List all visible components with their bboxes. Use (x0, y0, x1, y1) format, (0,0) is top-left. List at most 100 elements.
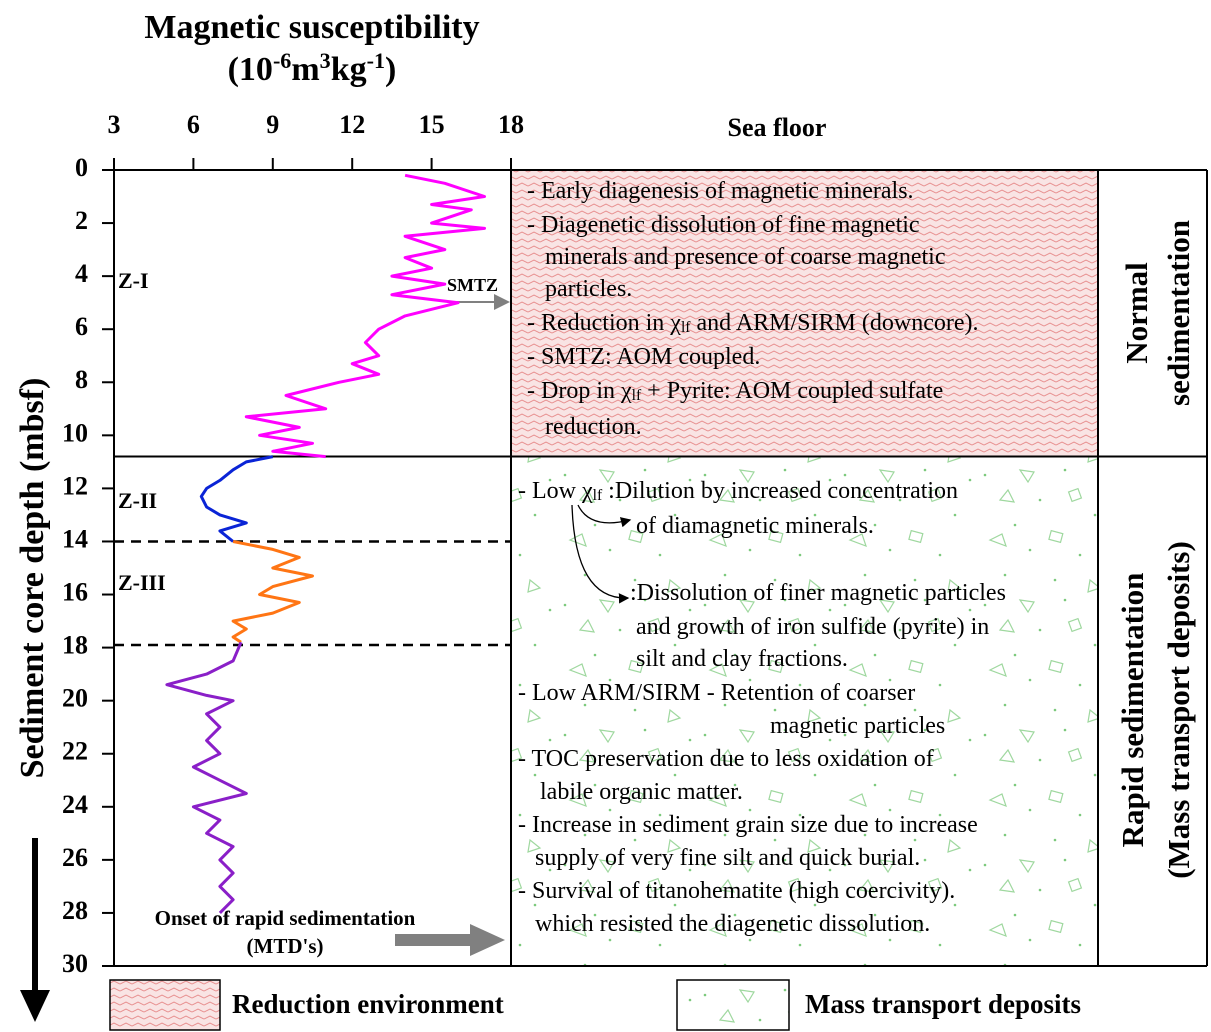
onset-arrow (395, 924, 505, 956)
note: magnetic particles (770, 713, 945, 739)
note-part: - Increase in sediment grain size due to… (518, 812, 978, 838)
zone-label: Z-II (118, 488, 157, 513)
frame (113, 160, 1208, 967)
reduction-panel (511, 170, 1098, 456)
y-tick-label: 14 (62, 524, 88, 553)
note-part: lf (632, 387, 642, 404)
note: - Survival of titanohematite (high coerc… (518, 878, 955, 904)
note-part: lf (593, 487, 603, 504)
note-part: supply of very fine silt and quick buria… (535, 845, 920, 871)
note-part: - SMTZ: AOM coupled. (527, 344, 760, 370)
note-part: + Pyrite: AOM coupled sulfate (641, 378, 943, 404)
axis-unit-part: m (291, 51, 319, 88)
note: - Low χlf :Dilution by increased concent… (518, 478, 958, 504)
note: - Low ARM/SIRM - Retention of coarser (518, 680, 915, 706)
y-tick-label: 20 (62, 684, 88, 713)
note: reduction. (545, 414, 642, 440)
y-axis-title: Sediment core depth (mbsf) (14, 378, 51, 779)
note-part: of diamagnetic minerals. (636, 513, 874, 539)
smtz-label: SMTZ (447, 275, 498, 295)
x-tick-label: 18 (498, 110, 524, 139)
panel-title: (Mass transport deposits) (1161, 541, 1196, 879)
onset-label: Onset of rapid sedimentation (155, 906, 416, 930)
note: supply of very fine silt and quick buria… (535, 845, 920, 871)
y-tick-label: 6 (75, 312, 88, 341)
axis-unit-part: ) (385, 51, 396, 88)
axis-unit-part: -6 (273, 48, 291, 73)
note: of diamagnetic minerals. (636, 513, 874, 539)
note-part: - Survival of titanohematite (high coerc… (518, 878, 955, 904)
y-tick-label: 28 (62, 896, 88, 925)
depth-arrow (20, 838, 50, 1022)
note-part: :Dilution by increased concentration (602, 478, 958, 504)
series-line (199, 455, 274, 543)
y-tick-label: 10 (62, 418, 88, 447)
note-part: - TOC preservation due to less oxidation… (518, 746, 934, 772)
y-tick-label: 26 (62, 843, 88, 872)
note-part: silt and clay fractions. (636, 646, 848, 672)
note: :Dissolution of finer magnetic particles (630, 580, 1006, 606)
y-tick-label: 22 (62, 737, 88, 766)
note: particles. (545, 276, 632, 302)
x-tick-label: 6 (187, 110, 200, 139)
note-part: - Early diagenesis of magnetic minerals. (527, 178, 914, 204)
y-tick-label: 16 (62, 578, 88, 607)
series-line (165, 641, 248, 914)
note: silt and clay fractions. (636, 646, 848, 672)
axis-unit: (10-6m3kg-1) (228, 48, 397, 88)
note-part: - Reduction in χ (527, 310, 681, 336)
note: - Reduction in χlf and ARM/SIRM (downcor… (527, 310, 978, 336)
note-part: labile organic matter. (540, 779, 743, 805)
note: - SMTZ: AOM coupled. (527, 344, 760, 370)
note: - TOC preservation due to less oxidation… (518, 746, 934, 772)
legend-swatch (109, 979, 221, 1031)
y-tick-label: 30 (62, 949, 88, 978)
x-tick-label: 3 (108, 110, 121, 139)
legend-label: Reduction environment (232, 989, 504, 1019)
note: - Early diagenesis of magnetic minerals. (527, 178, 914, 204)
x-tick-label: 9 (266, 110, 279, 139)
mtd-panel (511, 456, 1098, 966)
note-part: - Low χ (518, 478, 593, 504)
note: labile organic matter. (540, 779, 743, 805)
axis-title: Magnetic susceptibility (144, 9, 479, 46)
zone-label: Z-I (118, 268, 149, 293)
sea-floor: Sea floor (728, 113, 827, 142)
zone-label: Z-III (118, 570, 166, 595)
legend-label: Mass transport deposits (805, 989, 1081, 1019)
x-tick-label: 12 (339, 110, 365, 139)
note: and growth of iron sulfide (pyrite) in (636, 614, 989, 640)
y-tick-label: 8 (75, 365, 88, 394)
series-line (231, 540, 314, 644)
note: - Diagenetic dissolution of fine magneti… (527, 212, 920, 238)
note-part: reduction. (545, 414, 642, 440)
curved-arrow (571, 504, 630, 604)
y-tick-label: 12 (62, 471, 88, 500)
y-tick-label: 18 (62, 631, 88, 660)
note-part: - Diagenetic dissolution of fine magneti… (527, 212, 920, 238)
note: which resisted the diagenetic dissolutio… (535, 911, 930, 937)
x-tick-label: 15 (419, 110, 445, 139)
axis-unit-part: 3 (320, 48, 331, 73)
axis-unit-part: -1 (367, 48, 385, 73)
y-tick-label: 4 (75, 259, 88, 288)
note-part: - Low ARM/SIRM - Retention of coarser (518, 680, 915, 706)
panel-title: Normal (1119, 262, 1154, 364)
y-tick-label: 24 (62, 790, 88, 819)
note-part: and growth of iron sulfide (pyrite) in (636, 614, 989, 640)
panel-title: sedimentation (1161, 220, 1196, 406)
series-line (244, 173, 486, 459)
note: minerals and presence of coarse magnetic (545, 244, 945, 270)
note: - Increase in sediment grain size due to… (518, 812, 978, 838)
y-tick-label: 0 (75, 153, 88, 182)
axis-unit-part: kg (331, 51, 367, 88)
note-part: particles. (545, 276, 632, 302)
axis-unit-part: (10 (228, 51, 273, 88)
note: - Drop in χlf + Pyrite: AOM coupled sulf… (527, 378, 943, 404)
onset-label: (MTD's) (247, 934, 324, 958)
note-part: which resisted the diagenetic dissolutio… (535, 911, 930, 937)
curved-arrow (577, 504, 632, 528)
panel-title: Rapid sedimentation (1115, 573, 1150, 848)
note-part: minerals and presence of coarse magnetic (545, 244, 945, 270)
